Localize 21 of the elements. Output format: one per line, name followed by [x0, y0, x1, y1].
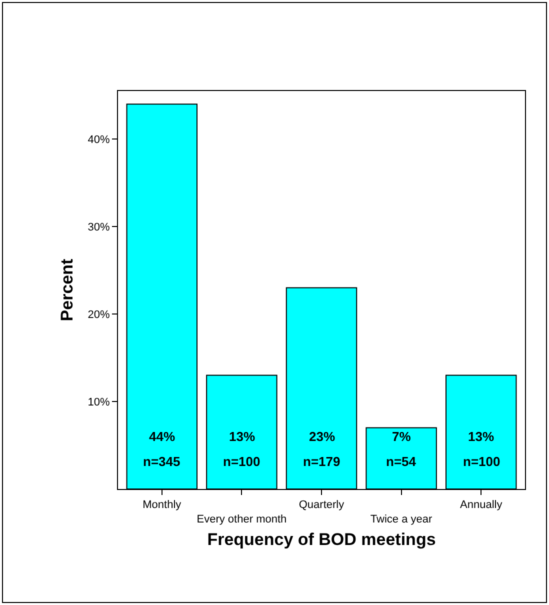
x-axis-title: Frequency of BOD meetings: [207, 530, 436, 549]
y-tick-label: 10%: [88, 396, 110, 408]
y-axis-title: Percent: [57, 258, 76, 322]
x-tick-label: Twice a year: [370, 514, 433, 526]
y-tick-label: 20%: [88, 308, 110, 321]
annotation: n=54: [386, 454, 417, 469]
y-tick-label: 40%: [88, 134, 110, 146]
x-tick-label: Annually: [460, 499, 503, 512]
annotation: n=100: [463, 454, 500, 469]
data-label: 44%: [149, 429, 176, 444]
annotation: n=345: [143, 454, 180, 469]
data-label: 7%: [392, 429, 412, 444]
annotation: n=179: [303, 454, 340, 469]
data-label: 13%: [229, 429, 256, 444]
x-tick-label: Monthly: [142, 499, 182, 512]
y-tick-label: 30%: [88, 221, 110, 234]
data-label: 23%: [309, 429, 336, 444]
data-label: 13%: [468, 429, 494, 444]
x-tick-label: Every other month: [196, 514, 287, 526]
annotation: n=100: [223, 454, 260, 469]
x-tick-label: Quarterly: [298, 499, 345, 512]
